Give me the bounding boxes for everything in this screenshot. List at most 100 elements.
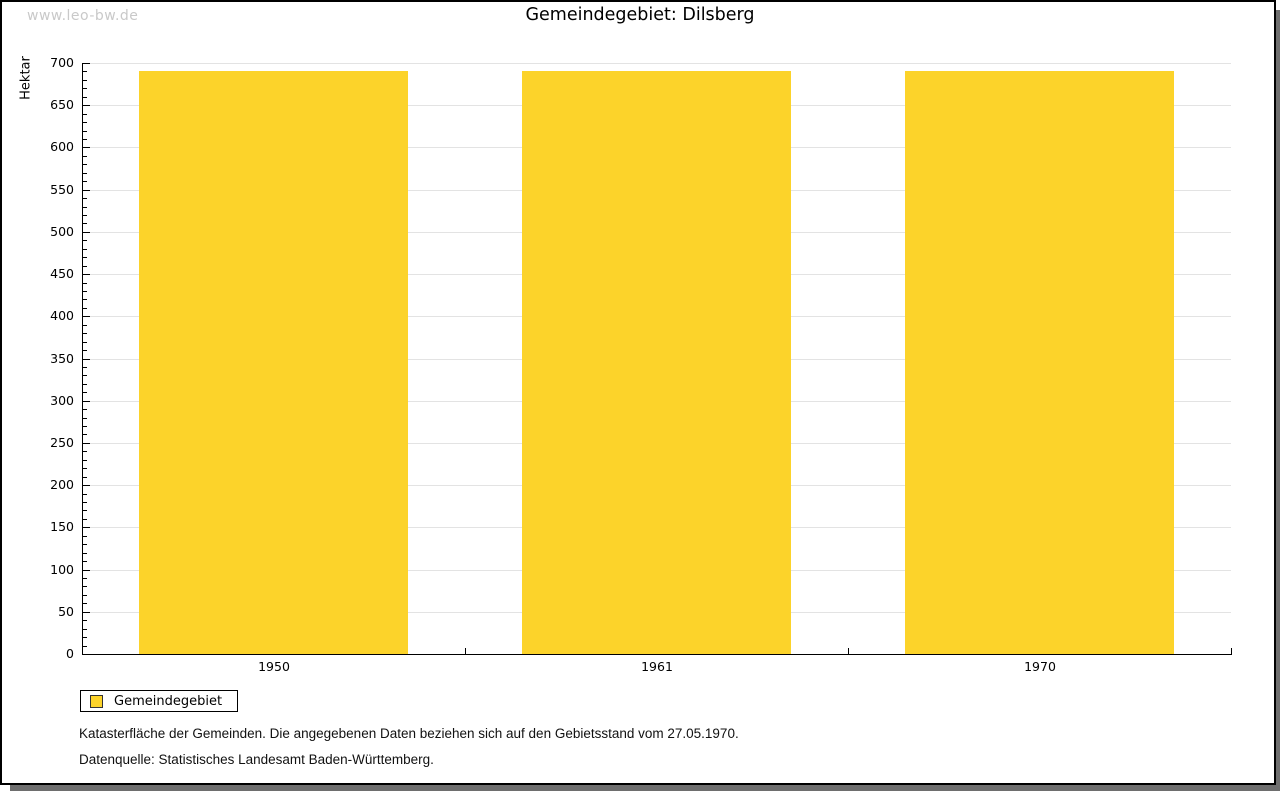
y-minor-tick: [83, 350, 87, 351]
y-major-tick: [83, 105, 90, 106]
y-tick-label: 550: [50, 182, 74, 197]
y-minor-tick: [83, 333, 87, 334]
y-minor-tick: [83, 283, 87, 284]
y-tick-label: 200: [50, 477, 74, 492]
y-minor-tick: [83, 629, 87, 630]
chart-title: Gemeindegebiet: Dilsberg: [525, 5, 755, 25]
y-tick-label: 500: [50, 224, 74, 239]
footnote-description: Katasterfläche der Gemeinden. Die angege…: [79, 726, 739, 741]
y-minor-tick: [83, 80, 87, 81]
y-minor-tick: [83, 122, 87, 123]
legend-swatch-icon: [90, 694, 103, 708]
y-tick-label: 450: [50, 266, 74, 281]
x-tick-label-1961: 1961: [641, 659, 673, 674]
drop-shadow-right: [1276, 10, 1280, 791]
y-minor-tick: [83, 223, 87, 224]
y-tick-label: 700: [50, 55, 74, 70]
y-minor-tick: [83, 460, 87, 461]
y-major-tick: [83, 654, 90, 655]
y-minor-tick: [83, 586, 87, 587]
y-minor-tick: [83, 215, 87, 216]
y-minor-tick: [83, 342, 87, 343]
y-minor-tick: [83, 536, 87, 537]
y-minor-tick: [83, 207, 87, 208]
y-minor-tick: [83, 553, 87, 554]
y-minor-tick: [83, 595, 87, 596]
gridline: [83, 63, 1231, 64]
y-minor-tick: [83, 71, 87, 72]
y-tick-label: 300: [50, 393, 74, 408]
y-major-tick: [83, 232, 90, 233]
y-minor-tick: [83, 97, 87, 98]
y-minor-tick: [83, 181, 87, 182]
y-minor-tick: [83, 477, 87, 478]
y-minor-tick: [83, 519, 87, 520]
y-minor-tick: [83, 139, 87, 140]
y-minor-tick: [83, 114, 87, 115]
bar-1961: [522, 71, 791, 654]
y-major-tick: [83, 401, 90, 402]
watermark: www.leo-bw.de: [27, 8, 139, 24]
y-major-tick: [83, 274, 90, 275]
x-boundary-tick: [1231, 648, 1232, 654]
y-major-tick: [83, 527, 90, 528]
y-minor-tick: [83, 173, 87, 174]
y-tick-label: 50: [58, 604, 74, 619]
bar-1970: [905, 71, 1174, 654]
x-tick-label-1950: 1950: [258, 659, 290, 674]
y-tick-label: 0: [66, 646, 74, 661]
y-tick-label: 100: [50, 562, 74, 577]
y-minor-tick: [83, 392, 87, 393]
y-major-tick: [83, 190, 90, 191]
y-minor-tick: [83, 409, 87, 410]
x-tick-label-1970: 1970: [1024, 659, 1056, 674]
footnote-source: Datenquelle: Statistisches Landesamt Bad…: [79, 752, 434, 767]
y-minor-tick: [83, 299, 87, 300]
y-minor-tick: [83, 266, 87, 267]
y-major-tick: [83, 63, 90, 64]
y-major-tick: [83, 443, 90, 444]
y-major-tick: [83, 485, 90, 486]
y-minor-tick: [83, 426, 87, 427]
y-major-tick: [83, 612, 90, 613]
legend-label: Gemeindegebiet: [114, 693, 223, 709]
y-tick-label: 600: [50, 139, 74, 154]
y-minor-tick: [83, 468, 87, 469]
y-minor-tick: [83, 418, 87, 419]
y-minor-tick: [83, 164, 87, 165]
legend: Gemeindegebiet: [80, 690, 239, 712]
y-minor-tick: [83, 620, 87, 621]
y-minor-tick: [83, 156, 87, 157]
y-major-tick: [83, 316, 90, 317]
y-minor-tick: [83, 249, 87, 250]
y-minor-tick: [83, 257, 87, 258]
x-boundary-tick: [465, 648, 466, 654]
y-minor-tick: [83, 198, 87, 199]
y-tick-label: 250: [50, 435, 74, 450]
y-minor-tick: [83, 434, 87, 435]
y-minor-tick: [83, 561, 87, 562]
y-major-tick: [83, 570, 90, 571]
y-minor-tick: [83, 240, 87, 241]
y-minor-tick: [83, 494, 87, 495]
bar-1950: [139, 71, 408, 654]
y-minor-tick: [83, 325, 87, 326]
y-tick-label: 650: [50, 97, 74, 112]
y-tick-label: 350: [50, 351, 74, 366]
y-axis-line: [82, 63, 83, 655]
y-minor-tick: [83, 308, 87, 309]
y-minor-tick: [83, 375, 87, 376]
y-major-tick: [83, 147, 90, 148]
y-minor-tick: [83, 367, 87, 368]
drop-shadow-bottom: [10, 785, 1280, 791]
y-minor-tick: [83, 646, 87, 647]
y-minor-tick: [83, 88, 87, 89]
y-minor-tick: [83, 291, 87, 292]
y-minor-tick: [83, 451, 87, 452]
y-minor-tick: [83, 637, 87, 638]
x-boundary-tick: [848, 648, 849, 654]
y-tick-label: 150: [50, 519, 74, 534]
y-minor-tick: [83, 131, 87, 132]
y-minor-tick: [83, 384, 87, 385]
